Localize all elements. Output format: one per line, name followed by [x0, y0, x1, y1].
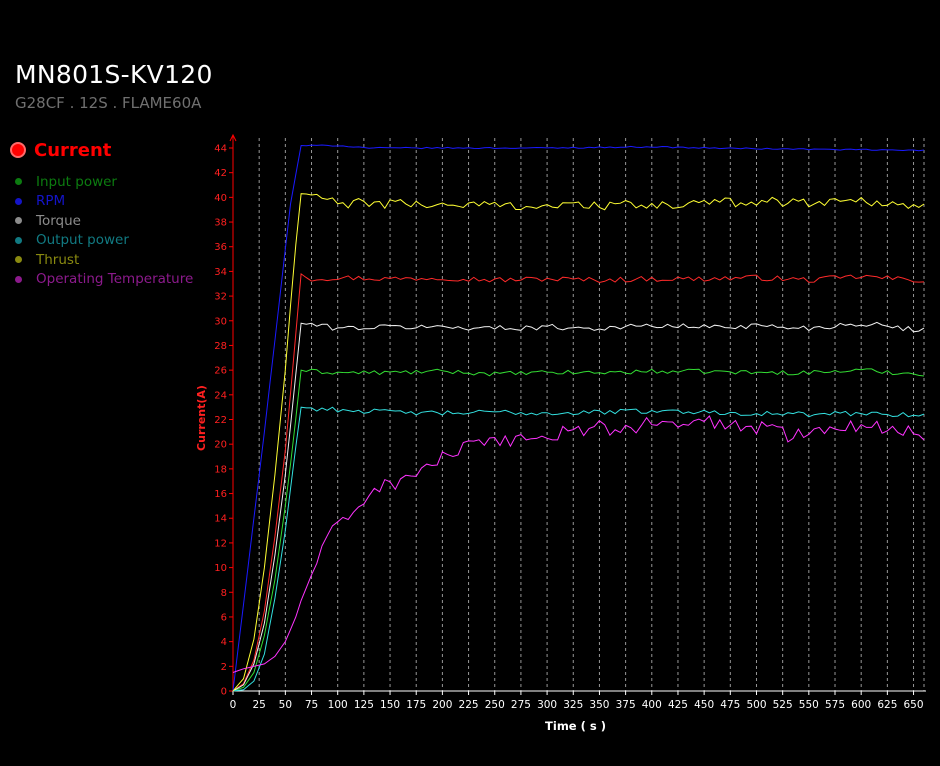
x-tick-label: 375: [616, 699, 636, 711]
legend-dot-icon: [15, 275, 22, 283]
x-tick-label: 350: [589, 699, 609, 711]
legend-label: Input power: [36, 173, 117, 190]
series-line-operating-temperature: [232, 415, 925, 673]
x-tick-label: 525: [773, 699, 793, 711]
current-dot-icon: [10, 142, 26, 158]
y-tick-label: 18: [214, 464, 227, 475]
x-tick-label: 450: [694, 699, 714, 711]
x-tick-label: 650: [904, 699, 924, 711]
legend-dot-icon: [15, 236, 22, 244]
x-tick-label: 125: [354, 699, 374, 711]
y-tick-label: 42: [214, 168, 227, 179]
y-tick-label: 10: [214, 563, 227, 574]
y-axis-label: Current(A): [195, 385, 208, 451]
x-tick-label: 550: [799, 699, 819, 711]
y-tick-label: 44: [214, 144, 227, 155]
legend-label: RPM: [36, 193, 66, 210]
x-tick-label: 300: [537, 699, 557, 711]
y-tick-label: 22: [214, 415, 227, 426]
legend-item-thrust[interactable]: Thrust: [8, 250, 208, 270]
legend-label: Operating Temperature: [36, 271, 194, 288]
y-tick-label: 16: [214, 489, 227, 500]
y-tick-label: 14: [214, 514, 227, 525]
y-tick-label: 30: [214, 316, 227, 327]
legend-dot-icon: [15, 197, 22, 205]
x-tick-label: 25: [252, 699, 265, 711]
series-line-output-power: [232, 406, 925, 692]
y-axis-arrow: [229, 133, 237, 142]
y-tick-label: 24: [214, 390, 227, 401]
x-tick-label: 275: [511, 699, 531, 711]
x-tick-label: 625: [877, 699, 897, 711]
series-line-input-power: [232, 368, 925, 692]
y-tick-label: 28: [214, 341, 227, 352]
legend-item-torque[interactable]: Torque: [8, 211, 208, 231]
x-tick-label: 475: [720, 699, 740, 711]
y-tick-label: 38: [214, 218, 227, 229]
x-tick-label: 325: [563, 699, 583, 711]
x-tick-label: 400: [642, 699, 662, 711]
y-tick-label: 32: [214, 292, 227, 303]
y-tick-label: 36: [214, 242, 227, 253]
x-tick-label: 425: [668, 699, 688, 711]
y-tick-label: 34: [214, 267, 227, 278]
y-tick-label: 0: [221, 687, 227, 698]
x-tick-label: 500: [746, 699, 766, 711]
chart-subtitle: G28CF . 12S . FLAME60A: [15, 94, 202, 112]
x-tick-label: 150: [380, 699, 400, 711]
legend-item-current[interactable]: Current: [8, 138, 208, 162]
y-tick-label: 40: [214, 193, 227, 204]
chart-title: MN801S-KV120: [15, 60, 213, 89]
legend-label: Torque: [36, 212, 81, 229]
x-tick-label: 100: [328, 699, 348, 711]
y-tick-label: 20: [214, 440, 227, 451]
x-tick-label: 575: [825, 699, 845, 711]
series-line-rpm: [232, 144, 925, 692]
legend-label: Thrust: [36, 251, 80, 268]
legend-item-output-power[interactable]: Output power: [8, 231, 208, 251]
x-axis-label: Time ( s ): [545, 719, 606, 733]
legend-dot-icon: [15, 178, 22, 186]
legend-label: Output power: [36, 232, 129, 249]
y-tick-label: 6: [221, 612, 227, 623]
x-tick-label: 200: [432, 699, 452, 711]
legend-item-operating-temperature[interactable]: Operating Temperature: [8, 270, 208, 290]
legend: Current Input power RPM Torque Output power…: [8, 138, 208, 289]
x-tick-label: 75: [305, 699, 318, 711]
series-line-thrust: [232, 193, 925, 692]
legend-dot-icon: [15, 256, 22, 264]
x-tick-label: 225: [459, 699, 479, 711]
x-tick-label: 175: [406, 699, 426, 711]
legend-dot-icon: [15, 217, 22, 225]
legend-item-rpm[interactable]: RPM: [8, 192, 208, 212]
y-tick-label: 26: [214, 366, 227, 377]
y-tick-label: 12: [214, 538, 227, 549]
x-tick-label: 0: [230, 699, 237, 711]
legend-label: Current: [34, 139, 112, 161]
y-tick-label: 8: [221, 588, 227, 599]
series-line-torque: [232, 321, 925, 692]
x-tick-label: 600: [851, 699, 871, 711]
x-tick-label: 50: [279, 699, 292, 711]
series-line-current: [232, 272, 925, 692]
y-tick-label: 4: [221, 637, 227, 648]
y-tick-label: 2: [221, 662, 227, 673]
legend-list: Input power RPM Torque Output power Thrust Op…: [8, 172, 208, 289]
x-tick-label: 250: [485, 699, 505, 711]
legend-item-input-power[interactable]: Input power: [8, 172, 208, 192]
